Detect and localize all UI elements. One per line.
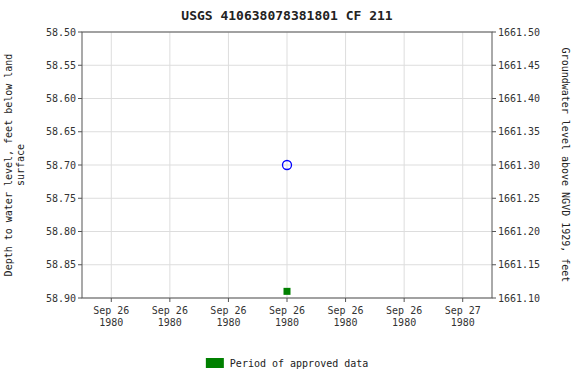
tick-label: 58.75 <box>46 193 76 204</box>
point <box>283 161 292 170</box>
grid-line <box>111 32 112 298</box>
tick-label: 58.70 <box>46 160 76 171</box>
tick <box>492 264 496 265</box>
marks <box>283 161 292 295</box>
chart: USGS 410638078381801 CF 21158.5058.5558.… <box>0 0 576 384</box>
tick-label: 1661.30 <box>498 160 540 171</box>
text-line: Sep 26 <box>93 305 129 316</box>
grid-line <box>287 32 288 298</box>
tick-label: 58.60 <box>46 93 76 104</box>
tick <box>78 231 82 232</box>
tick-label: Sep 261980 <box>328 305 364 328</box>
text-line: Sep 27 <box>445 305 481 316</box>
grid <box>82 32 492 298</box>
tick-label: 58.85 <box>46 259 76 270</box>
tick <box>169 298 170 302</box>
tick-label: 1661.35 <box>498 126 540 137</box>
tick <box>492 165 496 166</box>
plot-frame <box>82 32 492 298</box>
grid-line <box>404 32 405 298</box>
tick <box>492 32 496 33</box>
tick-label: Sep 261980 <box>93 305 129 328</box>
tick <box>78 131 82 132</box>
text-line: Sep 26 <box>210 305 246 316</box>
point <box>284 288 291 295</box>
title: USGS 410638078381801 CF 211 <box>181 8 392 23</box>
tick <box>492 298 496 299</box>
tick-label: Sep 271980 <box>445 305 481 328</box>
tick-label: 1661.25 <box>498 193 540 204</box>
grid-line <box>462 32 463 298</box>
tick <box>78 198 82 199</box>
tick <box>228 298 229 302</box>
tick <box>492 65 496 66</box>
tick <box>78 264 82 265</box>
grid-line <box>228 32 229 298</box>
tick-label: 1661.15 <box>498 259 540 270</box>
tick-label: 1661.10 <box>498 293 540 304</box>
tick <box>78 65 82 66</box>
tick <box>78 98 82 99</box>
tick-label: 58.50 <box>46 27 76 38</box>
text-line: surface <box>15 144 26 186</box>
tick <box>492 98 496 99</box>
tick-label: 58.90 <box>46 293 76 304</box>
tick-label: Sep 261980 <box>269 305 305 328</box>
x-axis: Sep 261980Sep 261980Sep 261980Sep 261980… <box>93 298 481 328</box>
tick <box>78 298 82 299</box>
tick-label: 1661.45 <box>498 60 540 71</box>
tick-label: 1661.20 <box>498 226 540 237</box>
grid-line <box>169 32 170 298</box>
axis-label: Depth to water level, feet below landsur… <box>3 54 26 277</box>
legend-swatch <box>206 358 224 368</box>
tick <box>78 165 82 166</box>
text-line: Sep 26 <box>386 305 422 316</box>
tick <box>404 298 405 302</box>
tick-label: 58.80 <box>46 226 76 237</box>
tick <box>462 298 463 302</box>
text-line: 1980 <box>216 317 240 328</box>
tick-label: 58.55 <box>46 60 76 71</box>
tick <box>492 198 496 199</box>
tick <box>345 298 346 302</box>
tick-label: Sep 261980 <box>152 305 188 328</box>
text-line: Sep 26 <box>152 305 188 316</box>
tick-label: Sep 261980 <box>210 305 246 328</box>
text-line: 1980 <box>392 317 416 328</box>
grid-line <box>345 32 346 298</box>
text-line: Sep 26 <box>328 305 364 316</box>
text-line: 1980 <box>451 317 475 328</box>
text-line: Groundwater level above NGVD 1929, feet <box>560 48 571 283</box>
tick <box>492 231 496 232</box>
tick <box>287 298 288 302</box>
y2-axis: 1661.50 1661.45 1661.40 1661.35 1661.30 1661.… <box>492 27 571 304</box>
tick <box>111 298 112 302</box>
tick <box>492 131 496 132</box>
text-line: Depth to water level, feet below land <box>3 54 14 277</box>
text-line: 1980 <box>275 317 299 328</box>
tick-label: 1661.50 <box>498 27 540 38</box>
tick-label: 58.65 <box>46 126 76 137</box>
tick-label: 1661.40 <box>498 93 540 104</box>
legend: Period of approved data <box>206 358 368 369</box>
tick-label: Sep 261980 <box>386 305 422 328</box>
text-line: Sep 26 <box>269 305 305 316</box>
y-axis: 58.50 58.55 58.60 58.65 58.70 58.75 58.80 58.85… <box>3 27 82 304</box>
text-line: 1980 <box>158 317 182 328</box>
tick <box>78 32 82 33</box>
axis-label: Groundwater level above NGVD 1929, feet <box>560 48 571 283</box>
background <box>0 0 576 384</box>
text-line: 1980 <box>334 317 358 328</box>
text-line: 1980 <box>99 317 123 328</box>
legend-label: Period of approved data <box>230 358 368 369</box>
